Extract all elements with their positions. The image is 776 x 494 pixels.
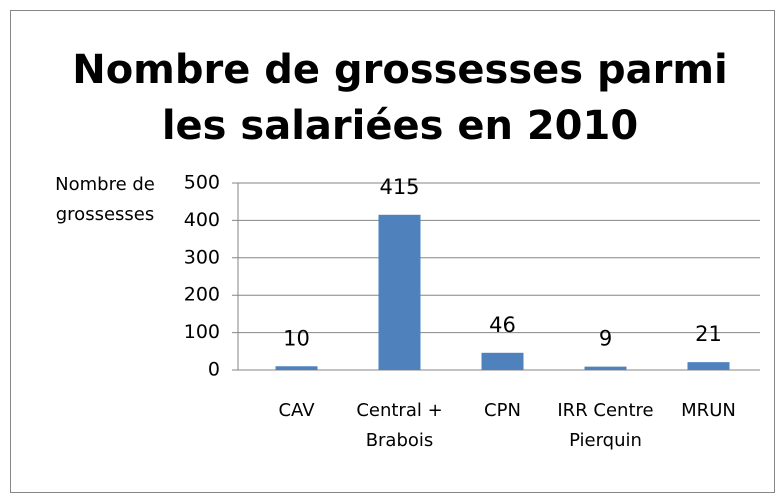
bar [378,214,421,370]
data-label: 415 [379,175,419,199]
data-label: 10 [283,326,310,350]
x-tick-label: IRR Centre Pierquin [557,400,654,451]
x-tick-label: CPN [484,400,521,421]
data-label: 46 [489,313,516,337]
y-tick-label: 300 [184,246,220,268]
y-tick-label: 0 [208,359,220,381]
data-label: 9 [599,327,612,351]
bar [687,362,730,370]
bar [584,366,627,370]
y-tick-label: 400 [184,209,220,231]
x-tick-label: MRUN [681,400,736,421]
bar [275,366,318,370]
x-tick-label: Central + Brabois [356,400,443,451]
bar [481,352,524,370]
x-tick-label: CAV [278,400,315,421]
y-tick-label: 100 [184,321,220,343]
data-label: 21 [695,322,722,346]
y-tick-label: 200 [184,284,220,306]
chart-title: Nombre de grossesses parmi les salariées… [72,47,728,149]
y-axis-label: Nombre de grossesses [55,174,155,225]
y-tick-label: 500 [184,172,220,194]
